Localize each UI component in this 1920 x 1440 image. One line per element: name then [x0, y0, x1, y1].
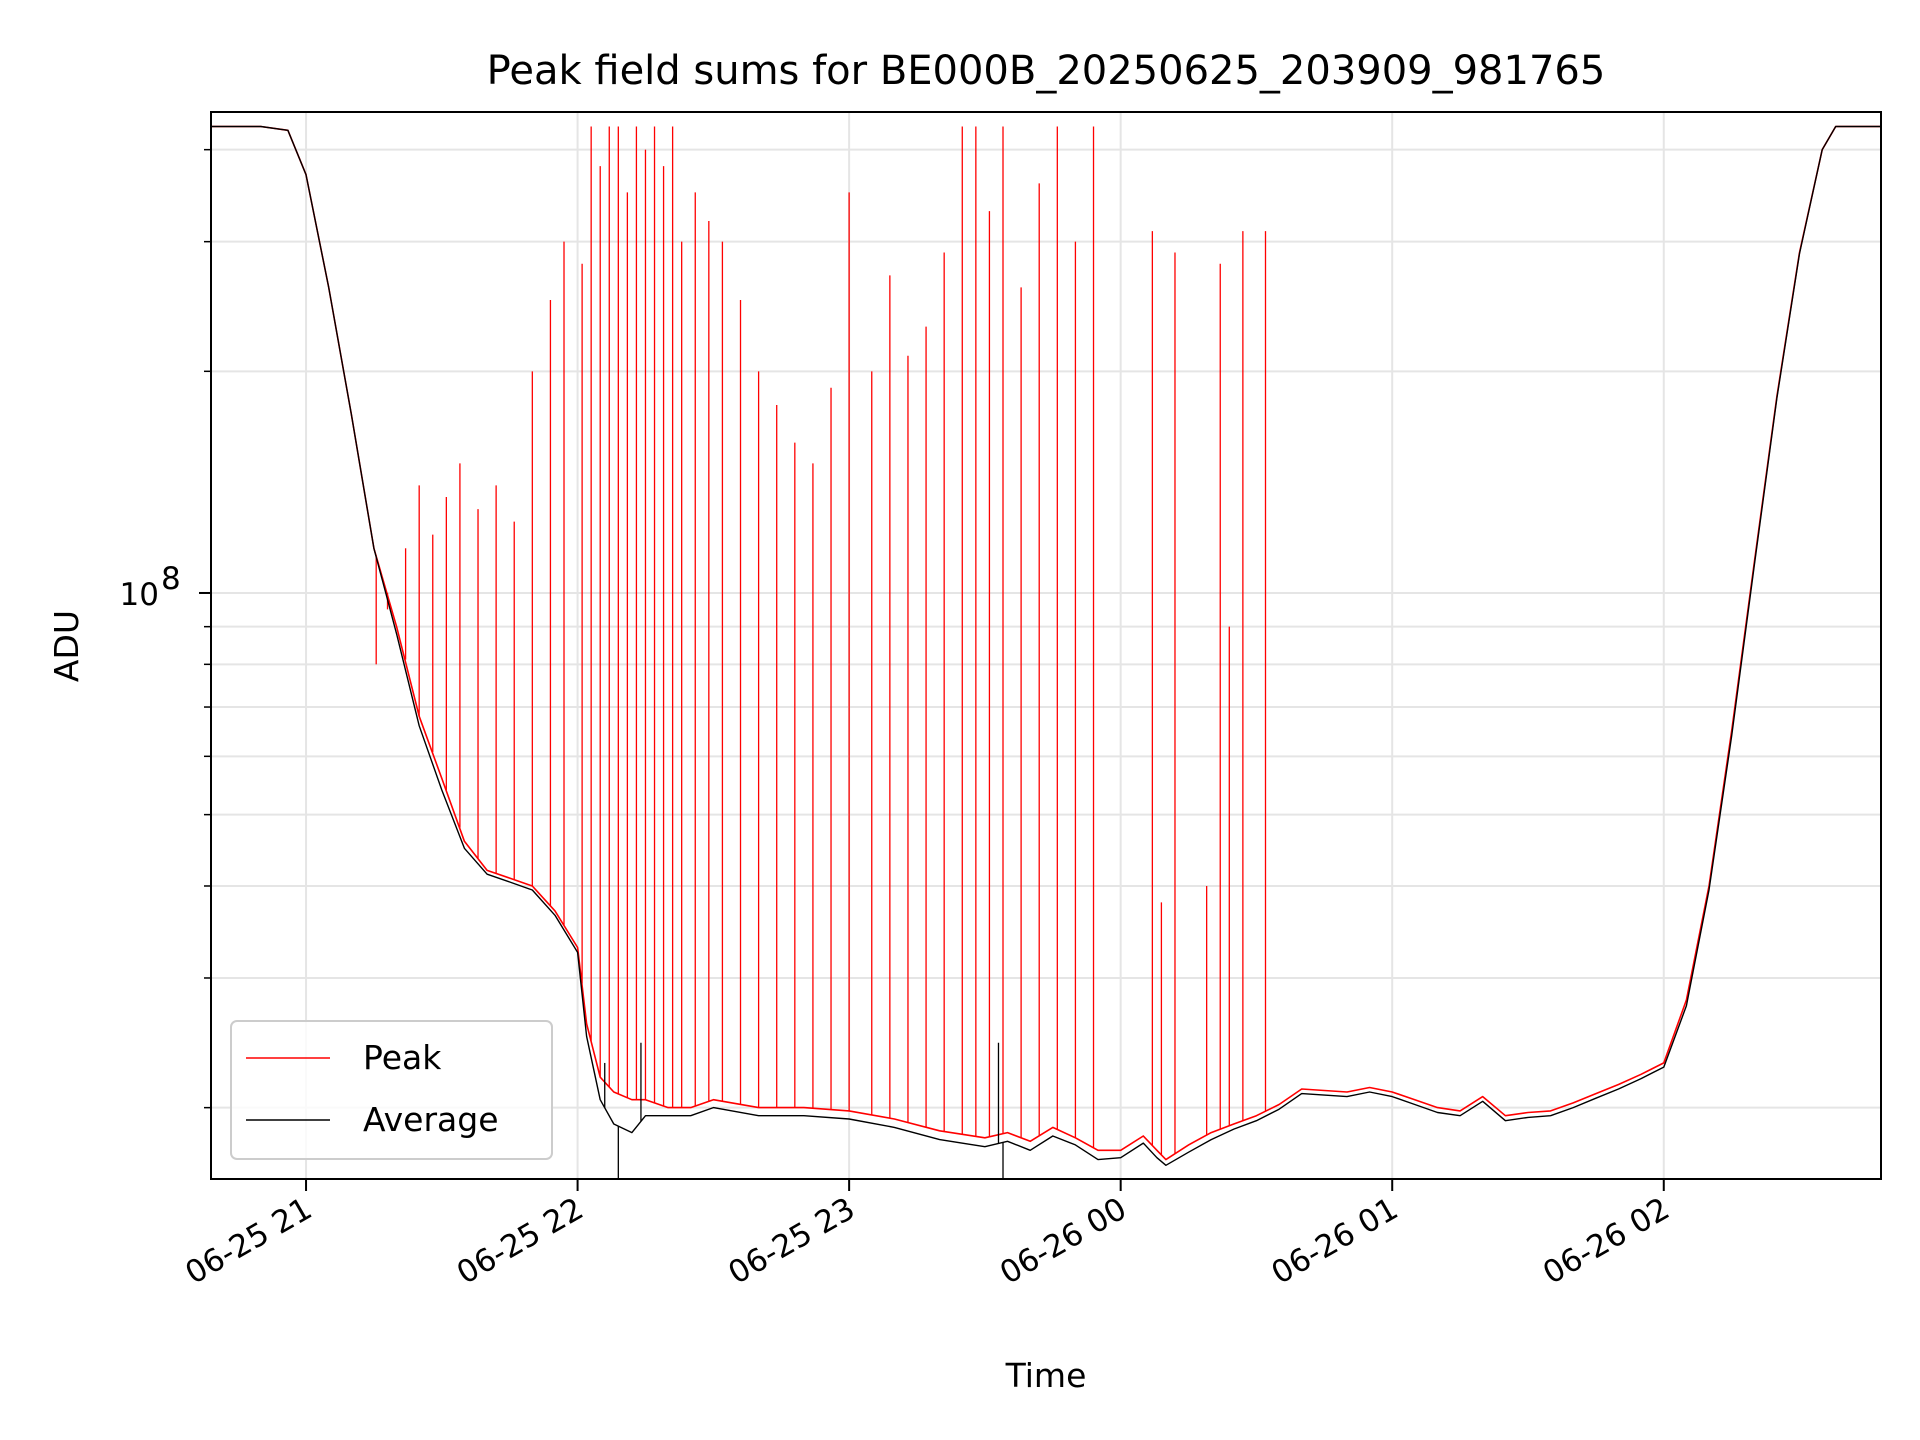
legend-label-peak: Peak: [363, 1038, 442, 1077]
legend-box: [230, 1020, 553, 1160]
legend: Peak Average: [230, 1020, 553, 1160]
chart-title: Peak field sums for BE000B_20250625_2039…: [487, 48, 1606, 94]
y-axis-ticks: 10 8: [120, 148, 211, 1109]
series-layer: [211, 125, 1881, 1179]
y-tick-label: 10: [120, 577, 159, 613]
series-line-peak: [211, 125, 1881, 1161]
plot-frame: [210, 111, 1882, 1180]
x-axis-label: Time: [1005, 1356, 1087, 1395]
legend-label-average: Average: [363, 1100, 499, 1139]
series-line-average: [211, 125, 1881, 1167]
series-peak: [211, 125, 1881, 1161]
y-tick-exponent: 8: [161, 561, 181, 597]
series-average: [211, 125, 1881, 1179]
y-axis-label: ADU: [47, 610, 86, 682]
